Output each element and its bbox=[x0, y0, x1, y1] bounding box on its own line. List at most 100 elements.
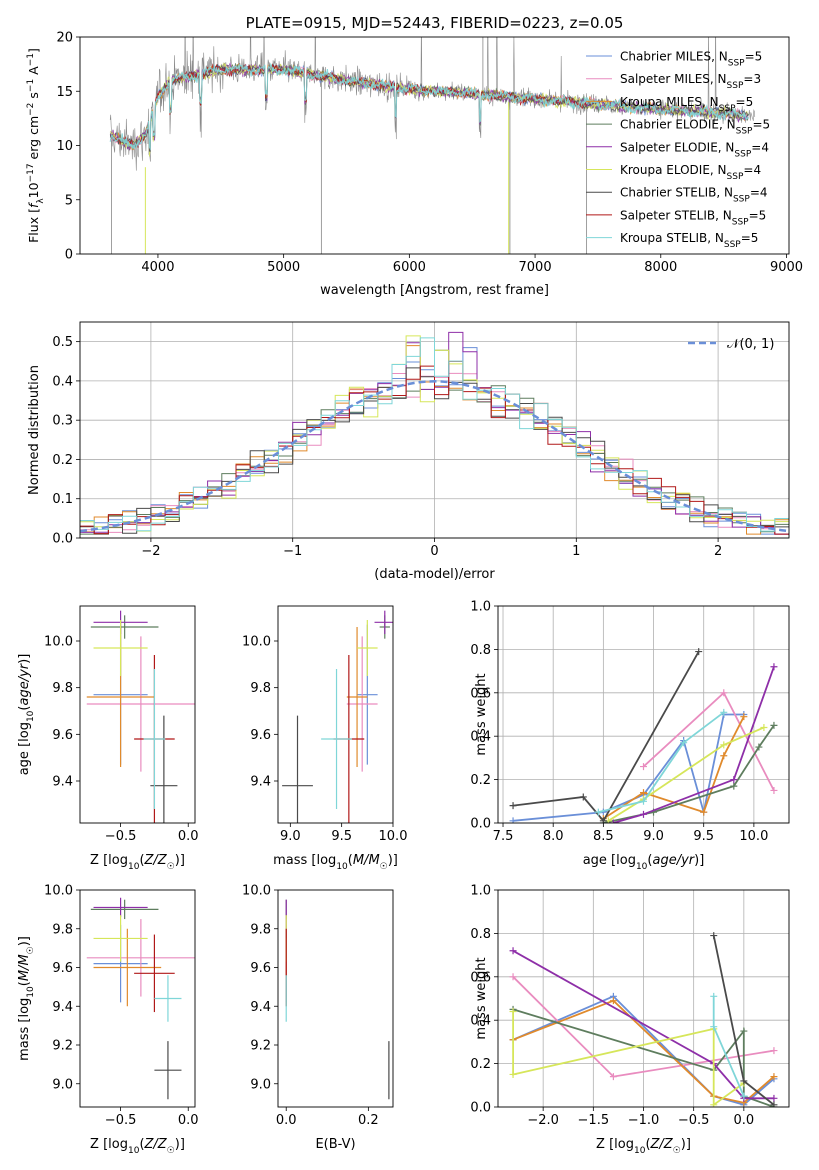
y-tick-label: 9.0 bbox=[250, 1077, 271, 1092]
plot-area bbox=[109, 37, 756, 254]
x-tick-label: 10.0 bbox=[379, 829, 408, 844]
plot-area bbox=[86, 897, 195, 1100]
x-tick-label: −0.5 bbox=[678, 1113, 710, 1128]
chart-title: PLATE=0915, MJD=52443, FIBERID=0223, z=0… bbox=[246, 14, 624, 32]
x-tick-label: 0.0 bbox=[178, 829, 199, 844]
y-tick-label: 9.6 bbox=[52, 961, 73, 976]
y-tick-label: 9.4 bbox=[52, 1000, 73, 1015]
data-point bbox=[710, 992, 718, 1000]
data-point bbox=[710, 1101, 718, 1107]
data-point bbox=[680, 739, 688, 747]
x-tick-label: 9.5 bbox=[331, 829, 352, 844]
plot-area bbox=[509, 932, 778, 1107]
y-tick-label: 9.8 bbox=[52, 681, 73, 696]
normal-reference-curve bbox=[80, 380, 789, 533]
data-point bbox=[509, 1008, 517, 1016]
y-tick-label: 9.8 bbox=[250, 922, 271, 937]
weight-line-4 bbox=[512, 950, 774, 1100]
y-axis-label: mass [log10(M/M☉)] bbox=[17, 936, 36, 1061]
axes-frame bbox=[79, 889, 196, 1108]
data-point bbox=[640, 810, 647, 818]
data-point bbox=[770, 663, 778, 671]
x-axis-label: mass [log10(M/M☉)] bbox=[273, 853, 398, 872]
y-tick-label: 1.0 bbox=[470, 600, 491, 615]
x-tick-label: 6000 bbox=[393, 260, 426, 275]
axes-frame bbox=[497, 605, 790, 824]
data-point bbox=[770, 1101, 778, 1107]
y-axis-label: Flux [fλ10−17 erg cm−2 s−1 A−1] bbox=[26, 48, 46, 243]
x-tick-label: −1.0 bbox=[628, 1113, 660, 1128]
y-tick-label: 10.0 bbox=[242, 635, 271, 650]
data-point bbox=[695, 648, 703, 656]
x-tick-label: −2.0 bbox=[527, 1113, 559, 1128]
data-point bbox=[770, 1094, 778, 1102]
data-point bbox=[770, 786, 778, 794]
x-axis-label: Z [log10(Z/Z☉)] bbox=[596, 1137, 691, 1156]
axes-frame bbox=[79, 36, 790, 255]
data-point bbox=[720, 689, 728, 697]
data-point bbox=[760, 724, 768, 732]
y-tick-label: 0.0 bbox=[470, 1101, 491, 1116]
axes-frame bbox=[79, 321, 790, 539]
y-tick-label: 20 bbox=[56, 31, 73, 46]
data-point bbox=[594, 808, 602, 816]
y-tick-label: 0.6 bbox=[470, 970, 491, 985]
y-tick-label: 9.4 bbox=[250, 1000, 271, 1015]
axes-frame bbox=[277, 605, 394, 824]
data-point bbox=[740, 1027, 748, 1035]
data-point bbox=[509, 947, 517, 955]
data-point bbox=[710, 932, 718, 940]
data-point bbox=[509, 1070, 517, 1078]
y-tick-label: 9.2 bbox=[52, 1039, 73, 1054]
data-point bbox=[740, 713, 748, 721]
x-tick-label: 9.0 bbox=[280, 829, 301, 844]
y-tick-label: 0.0 bbox=[470, 817, 491, 832]
y-tick-label: 9.4 bbox=[52, 775, 73, 790]
legend-entry: Kroupa ELODIE, NSSP=4 bbox=[620, 163, 761, 182]
weight-line-1 bbox=[642, 691, 775, 791]
y-tick-label: 5 bbox=[65, 193, 73, 208]
legend-entry: Salpeter MILES, NSSP=3 bbox=[620, 72, 761, 91]
x-tick-label: 1 bbox=[572, 544, 580, 559]
age-vs-metallicity-panel: −0.5 0.0 9.4 9.6 9.8 10.0 Z [log10(Z/Z☉)] age [… bbox=[17, 605, 199, 872]
x-tick-label: 0.2 bbox=[358, 1113, 379, 1128]
y-tick-label: 10.0 bbox=[44, 635, 73, 650]
data-point bbox=[599, 817, 607, 823]
legend-entry: Chabrier MILES, NSSP=5 bbox=[620, 50, 762, 69]
legend-entry: Chabrier ELODIE, NSSP=5 bbox=[620, 118, 770, 137]
data-point bbox=[720, 752, 728, 760]
x-tick-label: 0.0 bbox=[276, 1113, 297, 1128]
y-tick-label: 9.6 bbox=[250, 728, 271, 743]
data-point bbox=[609, 1073, 617, 1081]
data-point bbox=[770, 1073, 778, 1081]
y-axis-label: Normed distribution bbox=[27, 365, 42, 495]
y-tick-label: 9.6 bbox=[52, 728, 73, 743]
y-tick-label: 10 bbox=[56, 139, 73, 154]
y-tick-label: 9.4 bbox=[250, 775, 271, 790]
weight-line-5 bbox=[607, 726, 765, 822]
plot-area bbox=[86, 610, 195, 823]
weight-line-4 bbox=[613, 666, 775, 823]
x-axis-label: (data-model)/error bbox=[374, 567, 495, 582]
y-tick-label: 10.0 bbox=[44, 884, 73, 899]
data-point bbox=[609, 819, 617, 823]
y-tick-label: 15 bbox=[56, 85, 73, 100]
x-tick-label: 8.5 bbox=[593, 829, 614, 844]
weight-vs-age-panel: 7.5 8.0 8.5 9.0 9.5 10.0 0.0 0.2 0.4 0.6 0.8 1.0 age… bbox=[470, 600, 790, 872]
y-tick-label: 0.6 bbox=[470, 686, 491, 701]
x-axis-label: Z [log10(Z/Z☉)] bbox=[90, 1137, 185, 1156]
weight-line-8 bbox=[598, 711, 725, 813]
plot-area bbox=[80, 331, 789, 535]
y-axis-label: age [log10(age/yr)] bbox=[17, 654, 36, 776]
x-tick-label: 5000 bbox=[267, 260, 300, 275]
legend-entry: Salpeter STELIB, NSSP=5 bbox=[620, 208, 766, 227]
x-tick-label: −1 bbox=[283, 544, 302, 559]
legend-entry: Chabrier STELIB, NSSP=4 bbox=[620, 186, 768, 205]
data-point bbox=[700, 808, 708, 816]
x-axis-label: Z [log10(Z/Z☉)] bbox=[90, 853, 185, 872]
y-axis-label: mass weight bbox=[474, 673, 489, 755]
y-tick-label: 0.4 bbox=[52, 374, 73, 389]
y-tick-label: 0.2 bbox=[52, 453, 73, 468]
data-point bbox=[710, 1023, 718, 1031]
x-tick-label: 9000 bbox=[770, 260, 803, 275]
